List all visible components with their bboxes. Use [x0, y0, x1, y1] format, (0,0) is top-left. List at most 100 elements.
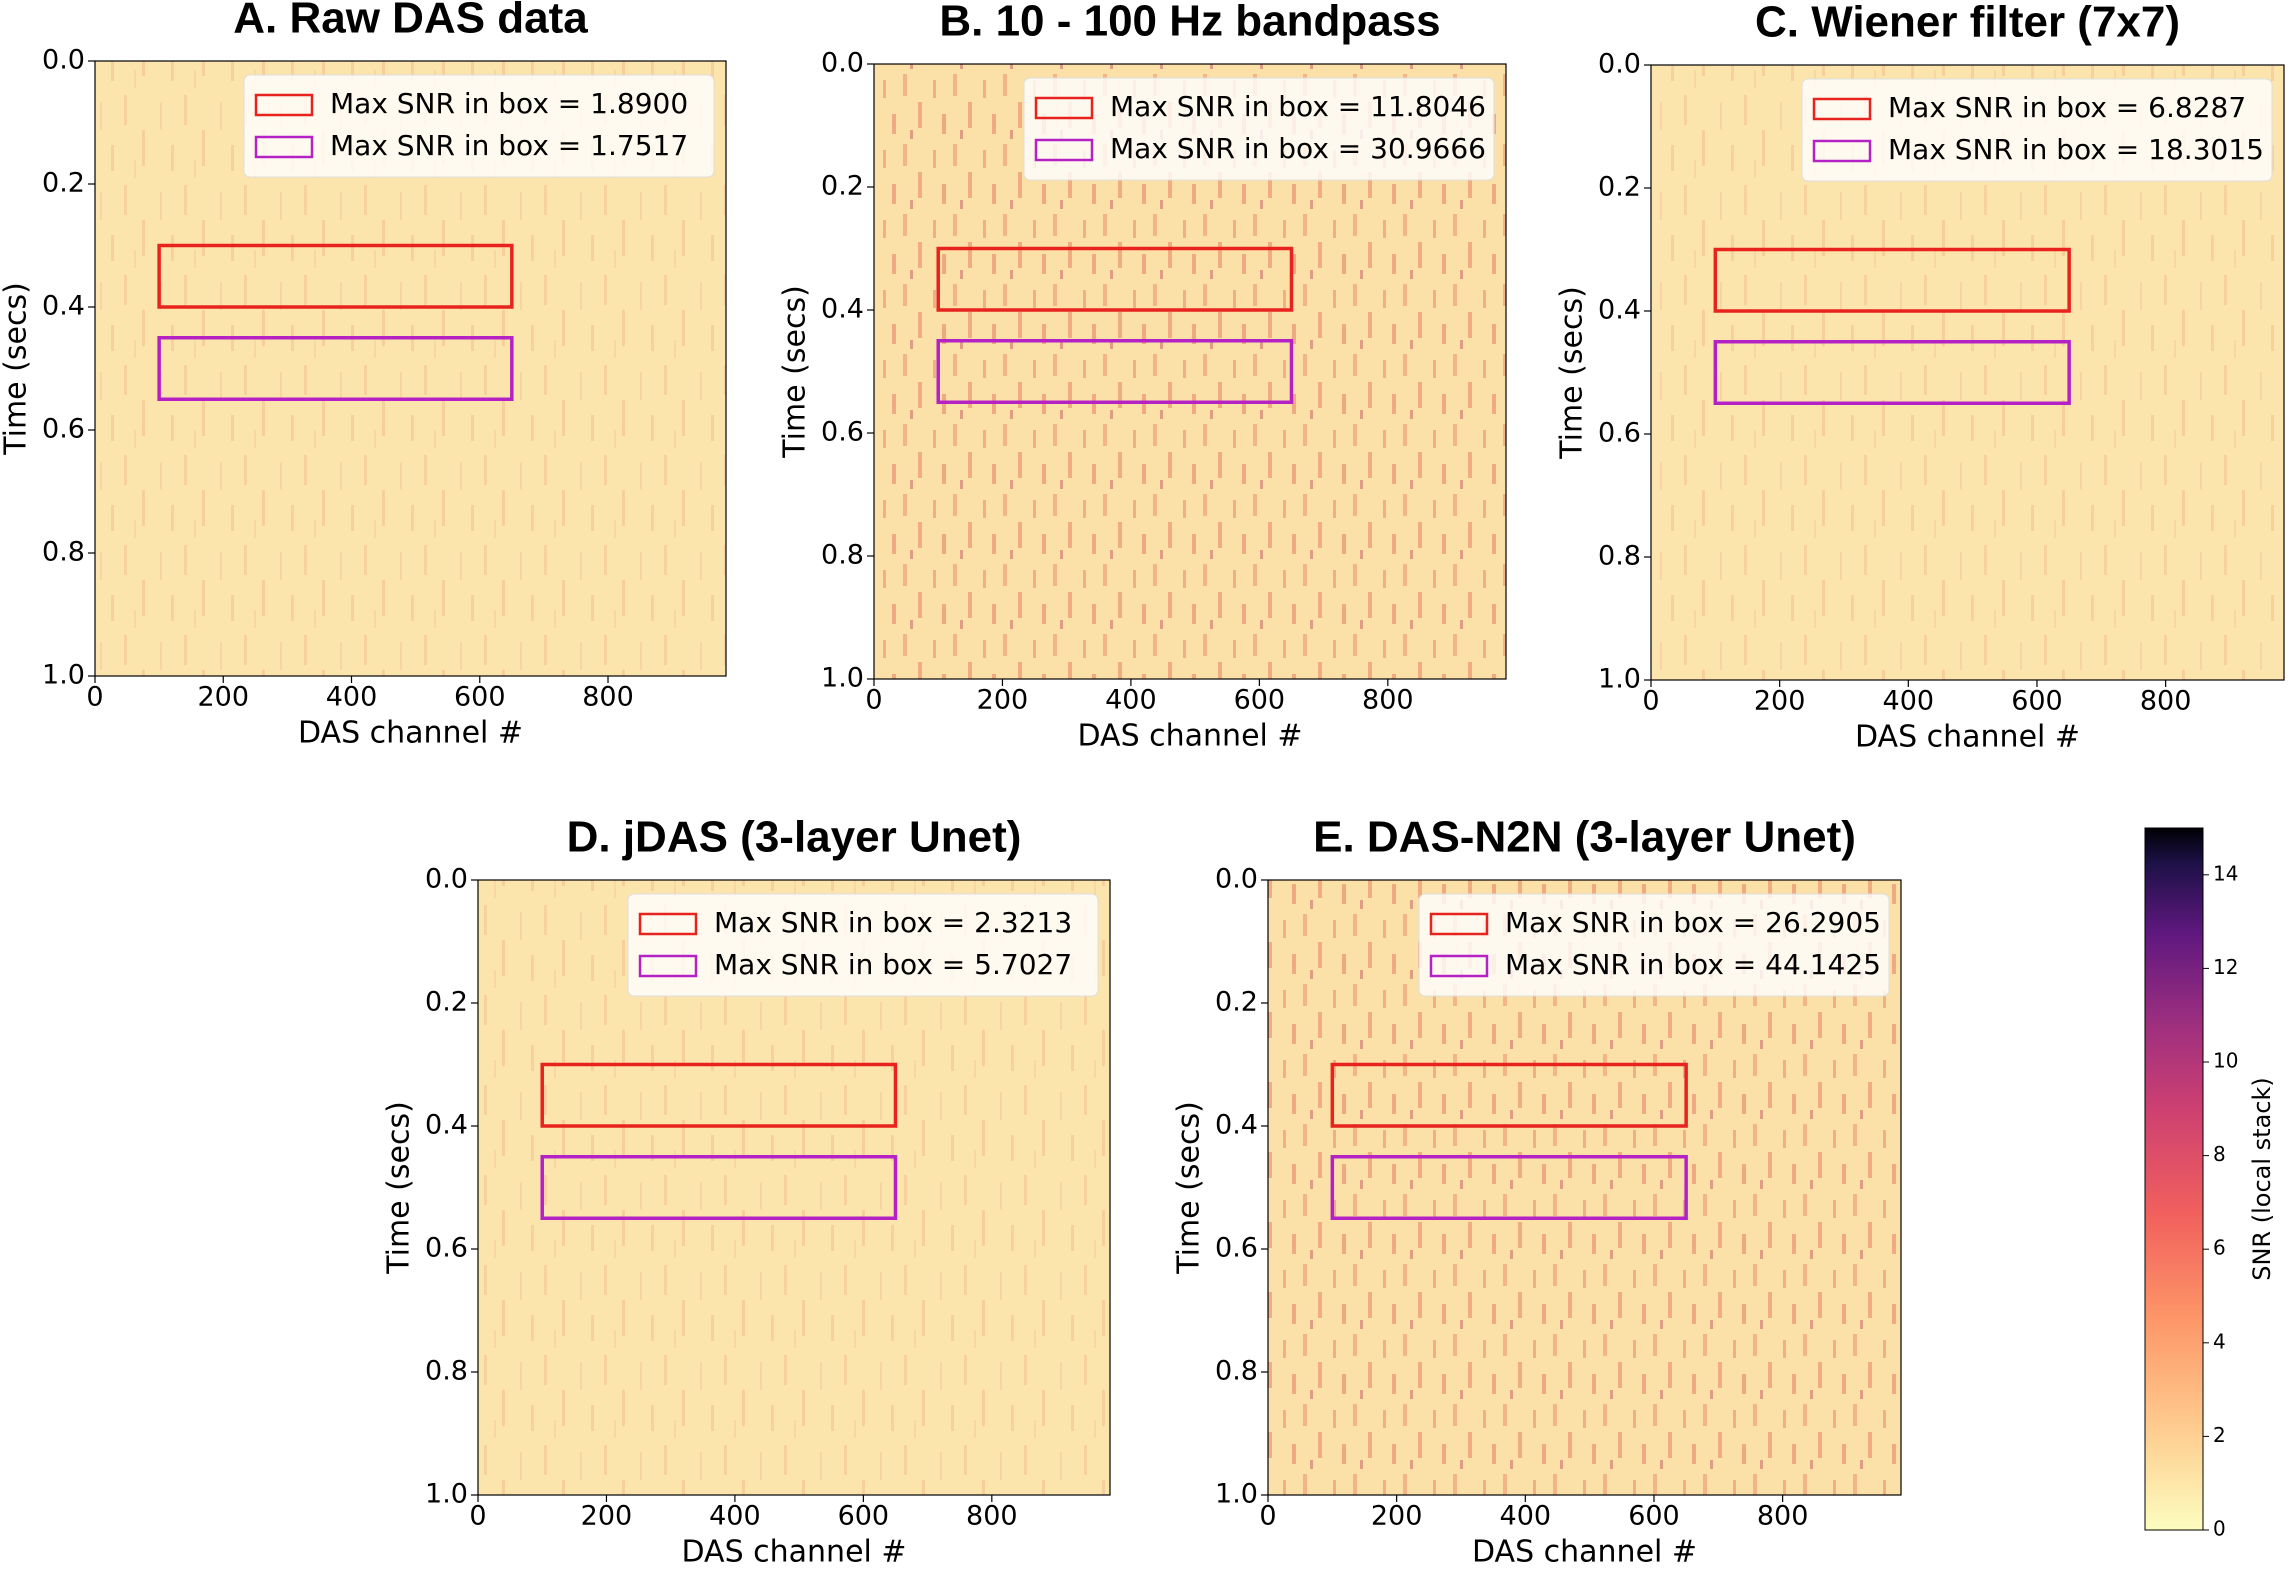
colorbar-tick-label: 2 — [2213, 1423, 2226, 1447]
y-tick-label: 0.2 — [42, 168, 85, 199]
highlight-box — [1713, 340, 2071, 405]
colorbar-tick-label: 4 — [2213, 1329, 2226, 1353]
y-tick-label: 1.0 — [42, 660, 85, 691]
x-tick-label: 800 — [2140, 686, 2192, 717]
legend-label: Max SNR in box = 18.3015 — [1888, 133, 2264, 166]
legend-label: Max SNR in box = 44.1425 — [1505, 948, 1881, 981]
y-tick-label: 0.8 — [42, 537, 85, 568]
x-tick-label: 600 — [454, 682, 506, 713]
x-tick-label: 0 — [86, 682, 103, 713]
legend-label: Max SNR in box = 2.3213 — [714, 906, 1072, 939]
x-tick-label: 0 — [1642, 686, 1659, 717]
legend-swatch — [638, 912, 698, 936]
y-tick-label: 0.0 — [42, 45, 85, 76]
x-tick-label: 600 — [2011, 686, 2063, 717]
y-tick-label: 0.6 — [1598, 418, 1641, 449]
y-tick-label: 0.6 — [425, 1233, 468, 1264]
y-tick-label: 0.6 — [1215, 1233, 1258, 1264]
x-tick-label: 400 — [709, 1501, 761, 1532]
y-tick-label: 1.0 — [821, 663, 864, 694]
x-tick-label: 200 — [1371, 1501, 1423, 1532]
x-tick-label: 0 — [1259, 1501, 1276, 1532]
y-tick-label: 0.2 — [821, 171, 864, 202]
x-tick-label: 200 — [197, 682, 249, 713]
legend-frame — [243, 74, 715, 178]
colorbar-tick-label: 6 — [2213, 1236, 2226, 1260]
colorbar-tick-label: 10 — [2213, 1049, 2238, 1073]
legend-swatch — [1812, 97, 1872, 121]
y-tick-label: 0.4 — [821, 294, 864, 325]
y-tick-label: 0.0 — [821, 48, 864, 79]
legend-swatch — [1034, 138, 1094, 162]
chart-title: B. 10 - 100 Hz bandpass — [939, 0, 1440, 46]
legend-swatch — [254, 93, 314, 117]
x-tick-label: 400 — [326, 682, 378, 713]
y-tick-label: 0.6 — [821, 417, 864, 448]
plot-frame — [1267, 879, 1902, 1496]
legend-label: Max SNR in box = 1.7517 — [330, 129, 688, 162]
legend-swatch — [1812, 139, 1872, 163]
colorbar-tick-label: 12 — [2213, 955, 2238, 979]
legend-label: Max SNR in box = 6.8287 — [1888, 91, 2246, 124]
legend-frame — [1418, 893, 1890, 997]
plot-frame — [94, 60, 727, 677]
legend-swatch — [1429, 912, 1489, 936]
highlight-box — [1330, 1155, 1688, 1220]
y-tick-label: 0.2 — [425, 987, 468, 1018]
y-tick-label: 0.6 — [42, 414, 85, 445]
y-tick-label: 0.8 — [1598, 541, 1641, 572]
highlight-box — [157, 243, 514, 309]
legend-label: Max SNR in box = 30.9666 — [1110, 132, 1486, 165]
highlight-box — [540, 1062, 898, 1128]
x-tick-label: 800 — [966, 1501, 1018, 1532]
y-tick-label: 1.0 — [425, 1479, 468, 1510]
x-tick-label: 600 — [1234, 685, 1286, 716]
y-tick-label: 0.0 — [1598, 49, 1641, 80]
y-tick-label: 0.8 — [425, 1356, 468, 1387]
legend-frame — [627, 893, 1099, 997]
x-axis-label: DAS channel # — [1077, 719, 1302, 754]
legend-swatch — [1429, 954, 1489, 978]
x-tick-label: 600 — [838, 1501, 890, 1532]
x-tick-label: 800 — [1757, 1501, 1809, 1532]
x-tick-label: 800 — [582, 682, 634, 713]
y-tick-label: 0.0 — [1215, 864, 1258, 895]
highlight-box — [1713, 247, 2071, 313]
y-tick-label: 0.8 — [1215, 1356, 1258, 1387]
legend-label: Max SNR in box = 5.7027 — [714, 948, 1072, 981]
y-axis-label: Time (secs) — [0, 282, 34, 456]
plot-frame — [873, 63, 1507, 680]
colorbar-tick-label: 14 — [2213, 861, 2238, 885]
colorbar — [2144, 827, 2204, 1531]
y-tick-label: 1.0 — [1598, 664, 1641, 695]
colorbar-tick-label: 0 — [2213, 1517, 2226, 1541]
legend-swatch — [254, 135, 314, 159]
y-tick-label: 1.0 — [1215, 1479, 1258, 1510]
legend-swatch — [1034, 96, 1094, 120]
y-axis-label: Time (secs) — [1555, 286, 1590, 460]
y-axis-label: Time (secs) — [382, 1101, 417, 1275]
highlight-box — [1330, 1062, 1688, 1128]
x-axis-label: DAS channel # — [298, 716, 523, 751]
highlight-box — [936, 339, 1294, 404]
highlight-box — [540, 1155, 898, 1220]
x-tick-label: 200 — [581, 1501, 633, 1532]
legend-label: Max SNR in box = 26.2905 — [1505, 906, 1881, 939]
x-tick-label: 0 — [469, 1501, 486, 1532]
y-axis-label: Time (secs) — [778, 285, 813, 459]
y-tick-label: 0.0 — [425, 864, 468, 895]
colorbar-tick-label: 8 — [2213, 1142, 2226, 1166]
plot-frame — [1650, 64, 2285, 681]
x-tick-label: 400 — [1500, 1501, 1552, 1532]
legend-frame — [1023, 77, 1495, 181]
y-tick-label: 0.2 — [1215, 987, 1258, 1018]
y-axis-label: Time (secs) — [1172, 1101, 1207, 1275]
plot-frame — [477, 879, 1111, 1496]
x-tick-label: 600 — [1628, 1501, 1680, 1532]
chart-title: E. DAS-N2N (3-layer Unet) — [1313, 813, 1856, 862]
y-tick-label: 0.2 — [1598, 172, 1641, 203]
chart-title: A. Raw DAS data — [233, 0, 588, 43]
x-axis-label: DAS channel # — [681, 1535, 906, 1570]
